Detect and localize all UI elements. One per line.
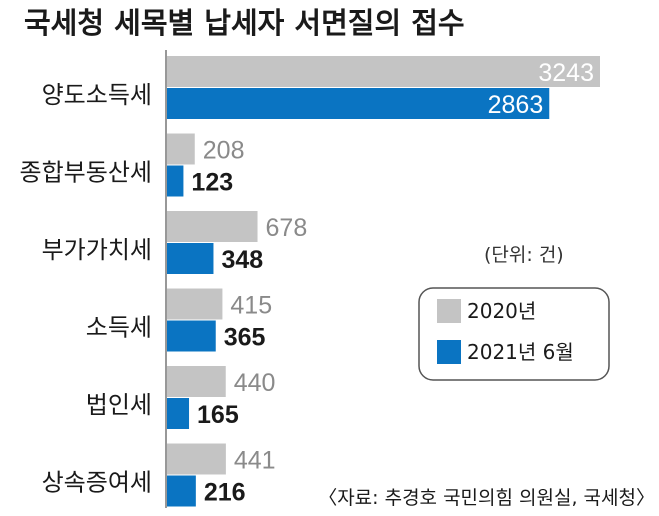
data-label-2020: 440 [234, 369, 276, 397]
bar-2020 [167, 443, 226, 475]
data-label-2021-june: 365 [224, 324, 266, 352]
data-label-2020: 3243 [538, 59, 594, 87]
category-label: 법인세 [86, 391, 152, 419]
data-label-2020: 678 [266, 214, 308, 242]
bar-2020 [167, 133, 195, 165]
bar-2021-june [167, 398, 190, 429]
legend-label-2021-june: 2021년 6월 [467, 340, 574, 364]
bar-2021-june [167, 165, 184, 197]
chart-title: 국세청 세목별 납세자 서면질의 접수 [24, 6, 465, 40]
bar-2020 [167, 288, 223, 320]
legend: 2020년 2021년 6월 [418, 287, 610, 381]
category-label: 양도소득세 [42, 81, 152, 109]
unit-label: (단위: 건) [484, 244, 564, 266]
bar-2020 [167, 366, 226, 397]
bar-2021-june [167, 320, 216, 352]
bar-2021-june [167, 243, 214, 274]
data-label-2021-june: 348 [221, 246, 263, 274]
bar-2020 [167, 211, 258, 242]
legend-swatch-2020 [437, 299, 461, 323]
bar-2020 [167, 56, 600, 87]
bar-2021-june [167, 88, 550, 119]
source-note: 〈자료: 추경호 국민의힘 의원실, 국세청〉 [318, 487, 655, 509]
data-label-2020: 415 [230, 292, 272, 320]
data-label-2020: 208 [203, 137, 245, 165]
bar-2021-june [167, 475, 196, 507]
data-label-2021-june: 216 [204, 479, 246, 507]
data-label-2021-june: 123 [191, 169, 233, 197]
category-label: 부가가치세 [42, 236, 152, 264]
legend-label-2020: 2020년 [467, 299, 536, 323]
data-label-2021-june: 165 [197, 401, 239, 429]
data-label-2021-june: 2863 [488, 91, 544, 119]
legend-box [418, 287, 610, 381]
category-label: 상속증여세 [42, 469, 152, 497]
data-label-2020: 441 [234, 447, 276, 475]
category-label: 소득세 [86, 314, 152, 342]
category-label: 종합부동산세 [20, 159, 152, 187]
legend-swatch-2021-june [437, 340, 461, 364]
